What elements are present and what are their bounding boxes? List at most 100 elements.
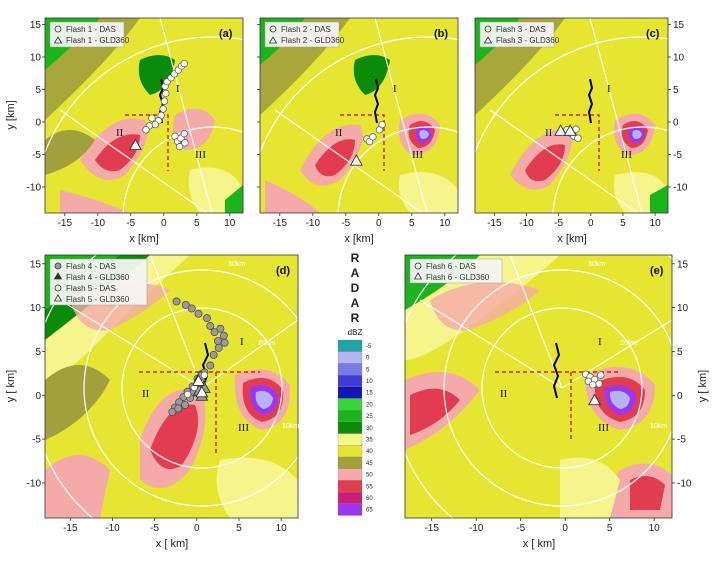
ring-label: 10km <box>650 423 667 430</box>
colorbar-swatch <box>337 398 363 411</box>
legend-entry-gld360: Flash 4 - GLD360 <box>66 273 130 282</box>
legend-entry-gld360: Flash 3 - GLD360 <box>496 36 560 45</box>
region-label-i: I <box>607 83 611 95</box>
radar-letter: A <box>351 266 360 280</box>
y-tick-label: 0 <box>673 118 679 129</box>
region-label-i: I <box>240 336 244 348</box>
das-point <box>162 89 170 98</box>
y-tick-label: -5 <box>673 150 682 161</box>
data-marks-a <box>128 59 189 151</box>
legend-marker-triangle-filled <box>53 272 63 280</box>
legend-entry-das: Flash 5 - DAS <box>66 284 116 293</box>
das-point <box>174 404 183 413</box>
x-tick-label: -10 <box>306 218 321 229</box>
panel-label: (b) <box>434 28 448 40</box>
region-label-iii: III <box>238 422 249 434</box>
legend-entry-das: Flash 1 - DAS <box>66 25 116 34</box>
colorbar-level-label: 5 <box>366 367 370 373</box>
colorbar-swatch <box>337 468 363 481</box>
x-tick-label: -10 <box>519 218 534 229</box>
colorbar-level-label: 25 <box>366 414 373 420</box>
das-point <box>214 343 223 352</box>
x-tick-label: 10 <box>649 523 661 534</box>
region-label-ii: II <box>142 388 150 400</box>
colorbar-level-label: 10 <box>366 379 373 385</box>
colorbar-level-label: 60 <box>366 496 373 502</box>
das-point <box>160 97 169 105</box>
tower-track-b <box>373 78 380 124</box>
legend-marker-triangle <box>53 36 63 44</box>
radar-letter: D <box>351 281 360 295</box>
y-tick-label: -5 <box>32 150 41 161</box>
x-tick-label: -10 <box>91 218 106 229</box>
gld360-point <box>588 393 602 406</box>
legend-c: Flash 3 - DAS Flash 3 - GLD360 <box>479 21 560 48</box>
x-tick-label: 5 <box>409 218 415 229</box>
legend-entry-gld360: Flash 2 - GLD360 <box>281 36 345 45</box>
y-tick-label: -10 <box>27 478 42 489</box>
y-tick-label: -10 <box>673 183 688 194</box>
y-tick-label: 15 <box>677 259 689 270</box>
colorbar-level-label: -5 <box>366 344 372 350</box>
legend-marker-circle <box>414 262 422 270</box>
legend-a: Flash 1 - DAS Flash 1 - GLD360 <box>49 21 130 48</box>
legend-d: Flash 4 - DAS Flash 4 - GLD360 Flash 5 -… <box>49 258 148 306</box>
das-point <box>202 314 211 323</box>
x-tick-label: -15 <box>424 523 439 534</box>
x-tick-label: -10 <box>105 523 120 534</box>
colorbar-swatch <box>337 491 363 504</box>
y-tick-label: -10 <box>27 183 42 194</box>
x-axis-label: x [km] <box>129 233 158 245</box>
y-tick-label: 5 <box>35 85 41 96</box>
x-tick-label: 0 <box>562 523 568 534</box>
colorbar-swatch <box>337 351 363 364</box>
radar-letter: A <box>351 296 360 310</box>
x-tick-label: 0 <box>588 218 594 229</box>
x-axis-label: x [ km] <box>523 538 555 550</box>
x-tick-label: -15 <box>63 523 78 534</box>
y-axis-label: y [km] <box>5 100 17 129</box>
colorbar-swatch <box>337 480 363 493</box>
ring-label: 20km <box>620 340 637 347</box>
region-label-iii: III <box>598 422 609 434</box>
das-point <box>220 338 229 347</box>
x-tick-label: 5 <box>236 523 242 534</box>
colorbar-level-label: 50 <box>366 473 373 479</box>
das-point <box>574 134 582 142</box>
colorbar-level-label: 20 <box>366 402 373 408</box>
das-point <box>597 371 605 379</box>
x-tick-label: -5 <box>554 218 563 229</box>
legend-entry-das: Flash 2 - DAS <box>281 25 331 34</box>
tower-track-c <box>587 78 594 124</box>
region-label-ii: II <box>116 127 124 139</box>
x-tick-label: 5 <box>607 523 613 534</box>
region-label-i: I <box>176 83 180 95</box>
region-label-i: I <box>598 336 602 348</box>
colorbar-level-label: 65 <box>366 508 373 514</box>
legend-marker-triangle <box>483 36 493 44</box>
das-point <box>159 105 167 113</box>
colorbar-swatch <box>337 339 363 352</box>
colorbar-level-label: 15 <box>366 391 373 397</box>
colorbar-level-label: 30 <box>366 426 373 432</box>
panel-c: Flash 3 - DAS Flash 3 - GLD360 (c) I II … <box>474 17 688 245</box>
colorbar-level-label: 0 <box>366 356 370 362</box>
das-point <box>200 371 209 379</box>
das-point <box>219 331 228 340</box>
das-point <box>181 400 189 409</box>
y-tick-label: 15 <box>673 20 685 31</box>
ring-label: 30km <box>588 261 605 268</box>
legend-marker-circle <box>54 284 62 292</box>
das-point <box>210 328 219 337</box>
das-point <box>172 297 181 306</box>
legend-marker-circle-filled <box>54 262 62 270</box>
ring-label: 10km <box>282 423 299 430</box>
data-marks-c <box>554 124 582 142</box>
data-marks-d <box>168 297 229 416</box>
region-label-ii: II <box>500 388 508 400</box>
x-tick-label: -15 <box>487 218 502 229</box>
gld360-point <box>195 385 209 398</box>
region-label-iii: III <box>412 149 423 161</box>
x-tick-label: 10 <box>439 218 451 229</box>
